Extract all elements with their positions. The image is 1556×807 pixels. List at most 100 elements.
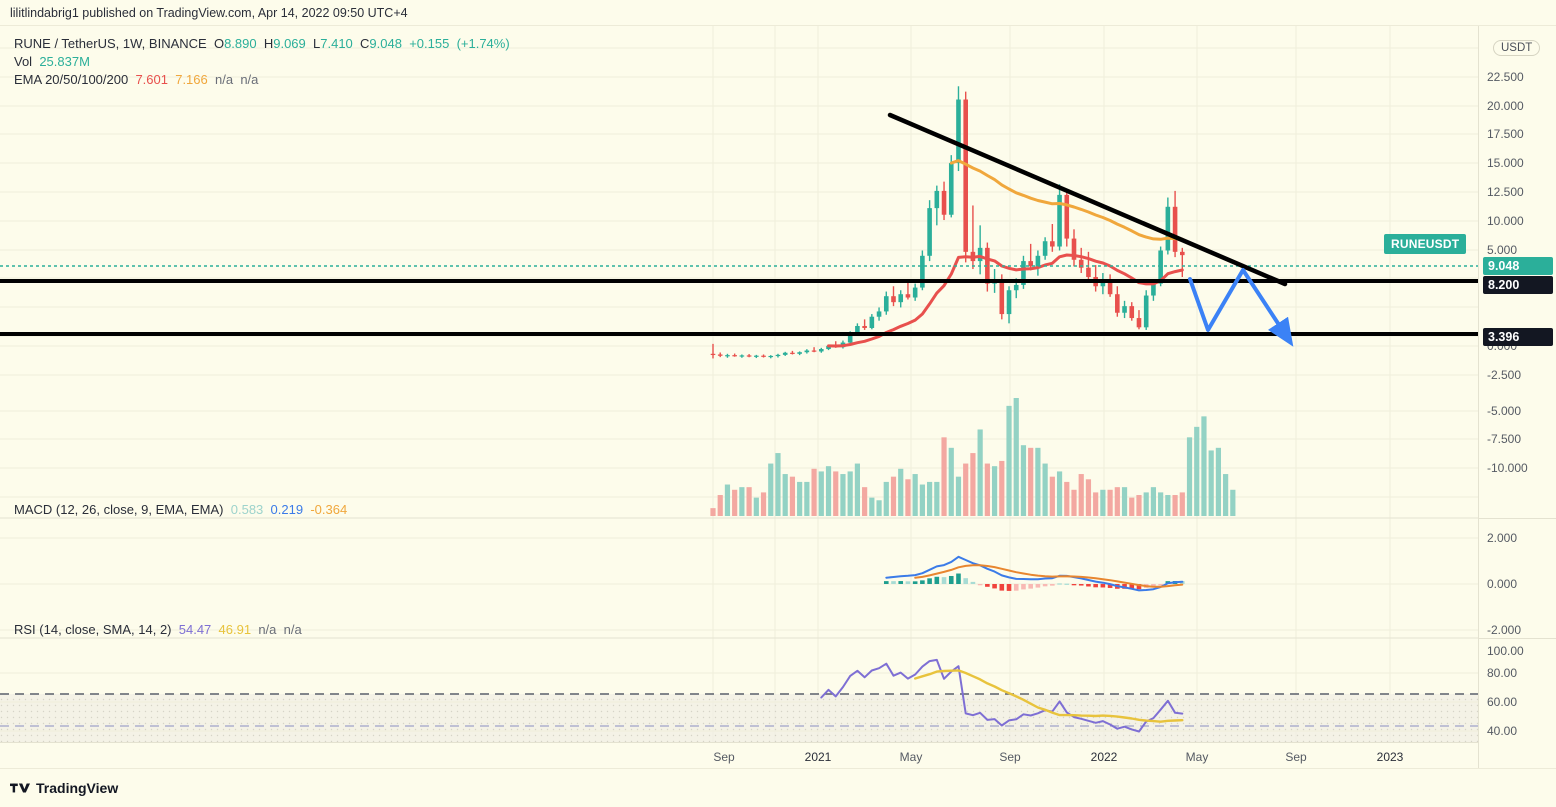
- legend-ema200-value: n/a: [240, 72, 259, 87]
- candle-body: [956, 99, 961, 164]
- macd-histogram-bar: [992, 584, 997, 589]
- volume-bar: [905, 479, 911, 516]
- volume-bar: [1107, 489, 1113, 516]
- volume-bar: [941, 437, 947, 516]
- macd-histogram-bar: [1050, 584, 1055, 586]
- volume-bar: [1028, 447, 1034, 516]
- macd-histogram-bar: [1136, 584, 1142, 590]
- candle-body: [1006, 290, 1012, 315]
- volume-bar: [1049, 476, 1055, 516]
- candle-body: [912, 287, 918, 298]
- legend-rsi-upper-value: n/a: [258, 622, 277, 637]
- volume-bar: [760, 492, 767, 516]
- candle-body: [898, 294, 904, 303]
- ema-legend[interactable]: EMA 20/50/100/200 7.601 7.166 n/a n/a: [14, 72, 258, 87]
- last-price-badge[interactable]: 9.048: [1483, 257, 1553, 275]
- volume-bar: [1078, 474, 1084, 516]
- volume-bar: [818, 471, 824, 516]
- volume-bar: [1085, 479, 1092, 516]
- candle-body: [883, 296, 889, 312]
- legend-interval: 1W: [122, 36, 142, 51]
- legend-open-value: 8.890: [224, 36, 257, 51]
- candle-body: [826, 345, 831, 350]
- volume-series: [710, 398, 1236, 516]
- candle-body: [717, 354, 723, 356]
- volume-legend[interactable]: Vol 25.837M: [14, 54, 90, 69]
- macd-histogram-bar: [1129, 584, 1135, 590]
- descending-trendline: [887, 112, 1288, 287]
- candle-body: [775, 354, 781, 357]
- resistance-price-badge[interactable]: 8.200: [1483, 276, 1553, 294]
- macd-legend[interactable]: MACD (12, 26, close, 9, EMA, EMA) 0.583 …: [14, 502, 347, 517]
- candle-body: [847, 333, 853, 343]
- time-tick-2022: 2022: [1090, 750, 1118, 764]
- macd-histogram-bar: [1035, 584, 1041, 588]
- price-tick-5: 10.000: [1487, 214, 1524, 228]
- candle-body: [941, 190, 947, 215]
- legend-open-label: O: [213, 36, 225, 51]
- price-axis[interactable]: USDT 22.500 20.000 17.500 15.000 12.500 10.00…: [1478, 26, 1556, 768]
- candlestick-series: [710, 86, 1185, 359]
- rsi-tick-0: 100.00: [1487, 644, 1524, 658]
- volume-bar: [876, 500, 882, 516]
- candle-body: [746, 355, 752, 357]
- legend-low-label: L: [313, 36, 321, 51]
- volume-bar: [991, 466, 998, 516]
- price-tick-12: -10.000: [1487, 461, 1528, 475]
- volume-bar: [746, 487, 752, 516]
- legend-high-label: H: [263, 36, 274, 51]
- volume-bar: [811, 468, 817, 516]
- candle-body: [782, 352, 788, 355]
- axis-pane-separator-0: [1479, 518, 1556, 519]
- volume-bar: [934, 481, 940, 516]
- quote-currency-pill[interactable]: USDT: [1493, 40, 1541, 56]
- time-axis[interactable]: Sep 2021 May Sep 2022 May Sep 2023: [0, 742, 1478, 768]
- volume-bar: [970, 453, 976, 516]
- volume-bar: [782, 474, 788, 516]
- volume-bar: [1165, 495, 1171, 516]
- candle-body: [1151, 283, 1156, 296]
- macd-histogram-bar: [898, 581, 904, 584]
- tradingview-logo[interactable]: TradingView: [10, 780, 118, 796]
- legend-ema50-value: 7.166: [175, 72, 208, 87]
- candle-body: [1021, 261, 1026, 285]
- candle-body: [855, 325, 860, 334]
- volume-bar: [955, 476, 962, 516]
- candle-body: [1035, 255, 1041, 267]
- rsi-legend[interactable]: RSI (14, close, SMA, 14, 2) 54.47 46.91 …: [14, 622, 302, 637]
- rsi-sma-line: [914, 669, 1184, 723]
- macd-histogram-bar: [948, 575, 954, 584]
- volume-bar: [977, 429, 983, 516]
- volume-bar: [1006, 405, 1012, 516]
- candle-body: [1122, 306, 1127, 313]
- volume-bar: [789, 476, 796, 516]
- candle-body: [768, 355, 774, 358]
- price-tick-9: -2.500: [1487, 368, 1522, 382]
- support-price-badge[interactable]: 3.396: [1483, 328, 1553, 346]
- main-series-legend[interactable]: RUNE / TetherUS, 1W, BINANCE O8.890 H9.0…: [14, 36, 510, 51]
- price-tick-10: -5.000: [1487, 404, 1522, 418]
- rsi-tick-1: 80.00: [1487, 666, 1518, 680]
- legend-exchange: BINANCE: [148, 36, 207, 51]
- legend-low-value: 7.410: [320, 36, 353, 51]
- time-tick-2023: 2023: [1376, 750, 1404, 764]
- legend-macd-signal-value: -0.364: [310, 502, 348, 517]
- candle-body: [1086, 267, 1091, 277]
- volume-bar: [840, 474, 846, 516]
- candle-body: [1078, 259, 1084, 268]
- symbol-price-tag[interactable]: RUNEUSDT: [1384, 234, 1467, 254]
- volume-bar: [1093, 492, 1099, 516]
- legend-symbol: RUNE / TetherUS: [14, 36, 116, 51]
- macd-histogram-bar: [912, 581, 918, 584]
- macd-histogram-bar: [1100, 584, 1106, 588]
- macd-histogram-bar: [891, 581, 896, 584]
- candle-body: [761, 355, 766, 357]
- volume-bar: [1223, 474, 1229, 516]
- chart-canvas[interactable]: RUNE / TetherUS, 1W, BINANCE O8.890 H9.0…: [0, 26, 1478, 768]
- candle-body: [811, 350, 817, 352]
- tradingview-wordmark: TradingView: [36, 780, 119, 796]
- macd-histogram-bar: [1093, 584, 1098, 588]
- axis-pane-separator-1: [1479, 638, 1556, 639]
- candle-body: [1013, 284, 1019, 291]
